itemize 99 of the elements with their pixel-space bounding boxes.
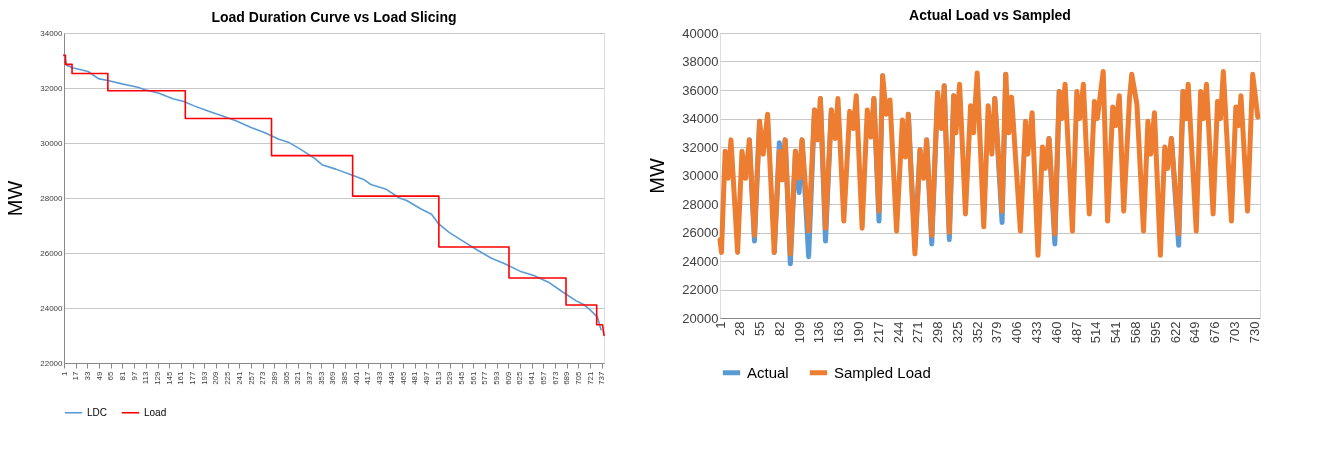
x-tick-label: 641 [527, 370, 537, 385]
x-tick-label: 177 [188, 370, 198, 385]
x-tick-label: 190 [850, 321, 866, 344]
x-tick-label: 595 [1147, 321, 1163, 344]
y-axis-title: MW [646, 158, 669, 194]
x-tick-label: 649 [1187, 321, 1203, 344]
x-tick-label: 65 [106, 370, 116, 381]
x-tick-label: 289 [269, 370, 279, 385]
x-tick-label: 298 [930, 321, 946, 344]
legend-label: Sampled Load [834, 363, 931, 381]
x-tick-label: 609 [503, 370, 513, 385]
x-tick-label: 109 [791, 321, 807, 344]
x-tick-label: 703 [1226, 321, 1242, 344]
x-tick-label: 481 [410, 370, 420, 385]
x-tick-label: 676 [1207, 321, 1223, 344]
x-tick-label: 449 [386, 370, 396, 385]
x-tick-label: 657 [538, 370, 548, 385]
y-tick-label: 40000 [682, 25, 719, 41]
x-tick-label: 33 [82, 370, 92, 381]
x-tick-label: 97 [129, 370, 139, 381]
y-tick-label: 28000 [682, 196, 719, 212]
x-tick-label: 55 [752, 321, 768, 336]
chart-title: Actual Load vs Sampled [909, 7, 1071, 23]
y-tick-label: 30000 [682, 168, 719, 183]
x-tick-label: 673 [550, 370, 560, 385]
legend-label: LDC [87, 406, 108, 418]
x-tick-label: 257 [246, 370, 256, 385]
x-tick-label: 721 [585, 370, 595, 385]
x-tick-label: 136 [811, 321, 827, 344]
x-tick-label: 353 [316, 370, 326, 385]
x-tick-label: 271 [910, 321, 926, 344]
x-tick-label: 465 [398, 370, 408, 385]
x-tick-label: 145 [164, 370, 174, 385]
x-tick-label: 433 [375, 370, 385, 385]
x-tick-label: 730 [1246, 321, 1262, 344]
x-tick-label: 689 [562, 370, 572, 385]
y-tick-label: 34000 [682, 111, 719, 126]
x-tick-label: 541 [1108, 321, 1124, 344]
x-tick-label: 568 [1127, 321, 1143, 344]
y-tick-label: 32000 [682, 139, 719, 155]
x-tick-label: 705 [573, 370, 583, 385]
x-tick-label: 273 [258, 370, 268, 385]
x-tick-label: 244 [890, 321, 906, 344]
x-tick-label: 593 [492, 370, 502, 385]
x-tick-label: 417 [363, 370, 373, 385]
y-tick-label: 38000 [682, 54, 719, 69]
x-tick-label: 369 [328, 370, 338, 385]
legend-label: Actual [747, 363, 789, 381]
x-tick-label: 81 [117, 370, 127, 381]
x-tick-label: 49 [94, 370, 104, 381]
chart-title: Load Duration Curve vs Load Slicing [211, 9, 457, 25]
x-tick-label: 28 [732, 321, 748, 336]
x-tick-label: 161 [176, 370, 186, 385]
x-tick-label: 337 [305, 370, 315, 385]
y-tick-label: 22000 [40, 358, 64, 368]
x-tick-label: 113 [141, 370, 151, 385]
legend-label: Load [144, 406, 167, 418]
x-tick-label: 217 [870, 321, 886, 344]
x-tick-label: 1 [59, 370, 69, 376]
x-tick-label: 352 [969, 321, 985, 344]
y-tick-label: 24000 [40, 303, 64, 313]
y-tick-label: 34000 [40, 28, 64, 38]
x-tick-label: 379 [989, 321, 1005, 344]
y-tick-label: 24000 [682, 253, 719, 269]
x-tick-label: 209 [211, 370, 221, 385]
x-tick-label: 487 [1068, 321, 1084, 344]
x-tick-label: 545 [457, 370, 467, 385]
x-tick-label: 622 [1167, 321, 1183, 344]
x-tick-label: 163 [831, 321, 847, 344]
x-tick-label: 406 [1009, 321, 1025, 344]
x-tick-label: 305 [281, 370, 291, 385]
x-tick-label: 577 [480, 370, 490, 385]
x-tick-label: 625 [515, 370, 525, 385]
x-tick-label: 193 [199, 370, 209, 385]
y-axis-title: MW [4, 180, 27, 217]
y-tick-label: 26000 [682, 225, 719, 240]
y-tick-label: 36000 [682, 82, 719, 98]
x-tick-label: 737 [597, 370, 607, 385]
x-tick-label: 460 [1048, 321, 1064, 344]
x-tick-label: 561 [468, 370, 478, 385]
y-tick-label: 32000 [40, 83, 64, 93]
x-tick-label: 321 [293, 370, 303, 385]
x-tick-label: 385 [340, 370, 350, 385]
y-tick-label: 30000 [40, 138, 64, 148]
x-tick-label: 129 [153, 370, 163, 385]
x-tick-label: 514 [1088, 321, 1104, 344]
x-tick-label: 433 [1029, 321, 1045, 344]
x-tick-label: 17 [71, 370, 81, 381]
x-tick-label: 82 [771, 321, 787, 336]
y-tick-label: 26000 [40, 248, 64, 258]
x-tick-label: 225 [223, 370, 233, 385]
x-tick-label: 241 [234, 370, 244, 385]
x-tick-label: 497 [421, 370, 431, 385]
x-tick-label: 401 [351, 370, 361, 385]
x-tick-label: 325 [949, 321, 965, 344]
x-tick-label: 529 [445, 370, 455, 385]
x-tick-label: 513 [433, 370, 443, 385]
y-tick-label: 28000 [40, 193, 64, 203]
y-tick-label: 22000 [682, 282, 719, 297]
